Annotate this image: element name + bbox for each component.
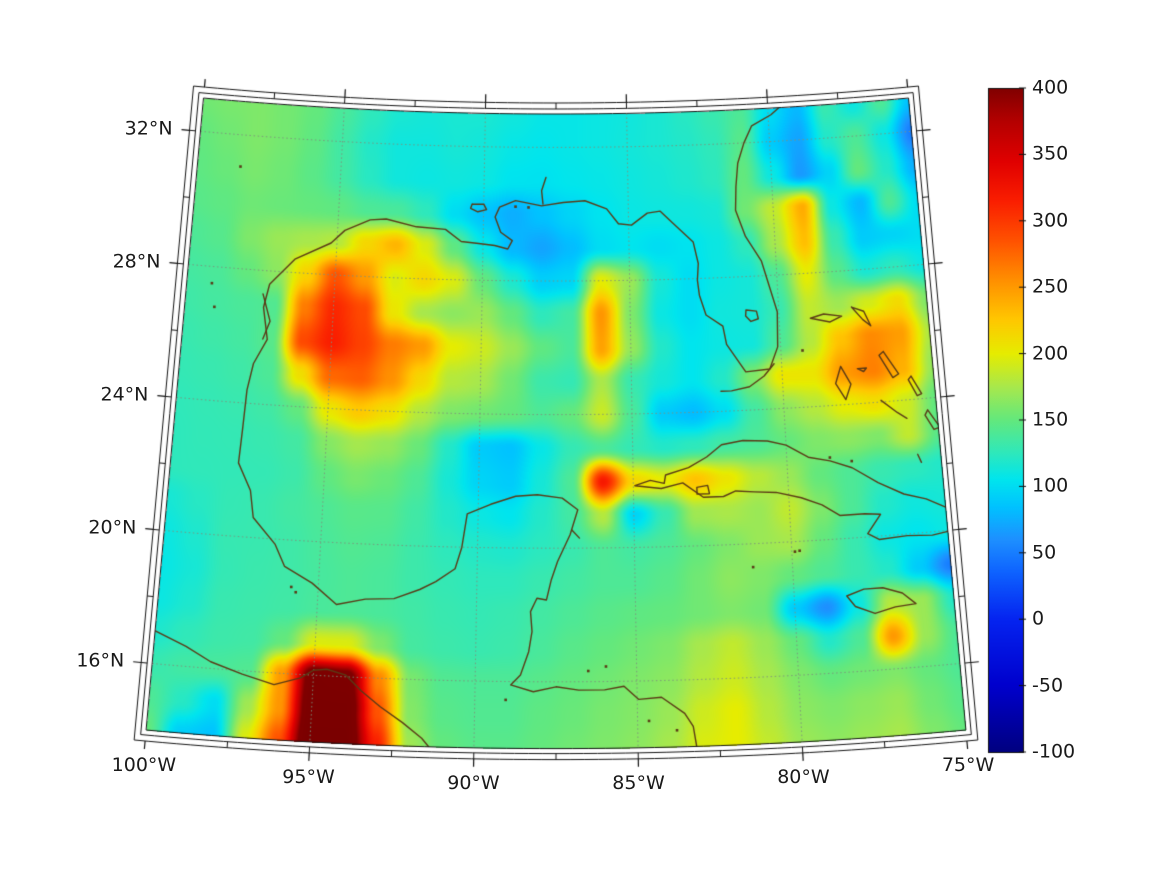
lat-label-20: 20°N — [88, 516, 137, 539]
lon-label-90: 90°W — [447, 771, 500, 794]
lon-label-100: 100°W — [111, 753, 177, 776]
lon-label-85: 85°W — [612, 771, 665, 794]
lat-label-28: 28°N — [112, 250, 161, 273]
lat-label-32: 32°N — [124, 117, 173, 140]
colorbar-label--50: -50 — [1032, 674, 1064, 697]
colorbar-label-100: 100 — [1032, 474, 1069, 497]
colorbar-label-200: 200 — [1032, 342, 1069, 365]
colorbar-label--100: -100 — [1032, 740, 1076, 763]
lat-label-24: 24°N — [100, 383, 149, 406]
colorbar-label-150: 150 — [1032, 408, 1069, 431]
lat-label-16: 16°N — [76, 649, 125, 672]
colorbar-label-250: 250 — [1032, 275, 1069, 298]
colorbar-label-350: 350 — [1032, 142, 1069, 165]
colorbar-label-300: 300 — [1032, 209, 1069, 232]
colorbar-label-0: 0 — [1032, 607, 1045, 630]
lon-label-75: 75°W — [941, 753, 995, 776]
lon-label-95: 95°W — [282, 765, 335, 788]
lon-label-80: 80°W — [777, 765, 830, 788]
colorbar-label-400: 400 — [1032, 76, 1069, 99]
colorbar-label-50: 50 — [1032, 541, 1057, 564]
